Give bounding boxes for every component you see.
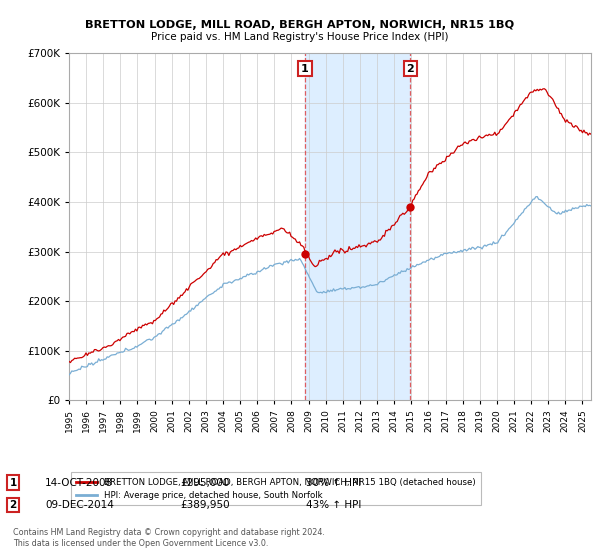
Text: £295,000: £295,000 [180, 478, 229, 488]
Legend: BRETTON LODGE, MILL ROAD, BERGH APTON, NORWICH, NR15 1BQ (detached house), HPI: : BRETTON LODGE, MILL ROAD, BERGH APTON, N… [71, 473, 481, 505]
Text: Price paid vs. HM Land Registry's House Price Index (HPI): Price paid vs. HM Land Registry's House … [151, 32, 449, 43]
Text: 2: 2 [10, 500, 17, 510]
Text: 1: 1 [301, 64, 309, 73]
Text: BRETTON LODGE, MILL ROAD, BERGH APTON, NORWICH, NR15 1BQ: BRETTON LODGE, MILL ROAD, BERGH APTON, N… [85, 20, 515, 30]
Text: 09-DEC-2014: 09-DEC-2014 [45, 500, 114, 510]
Bar [305, 53, 410, 400]
Text: 2: 2 [406, 64, 414, 73]
Text: 30% ↑ HPI: 30% ↑ HPI [306, 478, 361, 488]
Text: 1: 1 [10, 478, 17, 488]
Text: 43% ↑ HPI: 43% ↑ HPI [306, 500, 361, 510]
Text: £389,950: £389,950 [180, 500, 230, 510]
Text: Contains HM Land Registry data © Crown copyright and database right 2024.
This d: Contains HM Land Registry data © Crown c… [13, 528, 325, 548]
Text: 14-OCT-2008: 14-OCT-2008 [45, 478, 113, 488]
